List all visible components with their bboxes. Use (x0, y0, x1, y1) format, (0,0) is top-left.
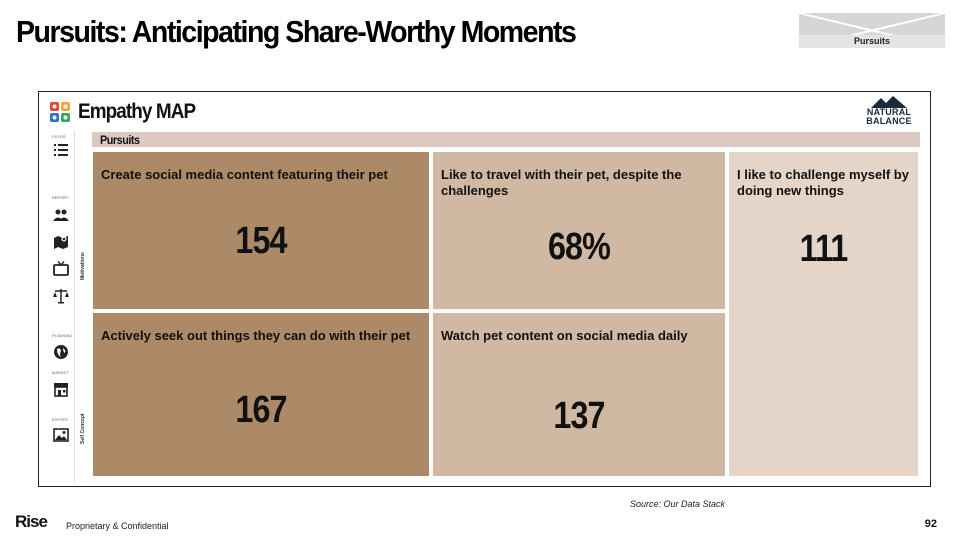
brand-line-1: NATURAL (866, 107, 912, 117)
vertical-label-motivations: Motivations (80, 252, 86, 280)
people-icon[interactable] (53, 207, 69, 223)
natural-balance-logo: NATURAL BALANCE (863, 96, 915, 130)
empathy-map-window: Empathy MAP NATURAL BALANCE FILTER REPOR… (38, 91, 931, 487)
tv-icon[interactable] (53, 261, 69, 277)
store-icon[interactable] (53, 381, 69, 397)
list-icon[interactable] (53, 142, 69, 158)
tile-watch-pet-content[interactable]: Watch pet content on social media daily … (433, 313, 725, 476)
tile-text: Watch pet content on social media daily (441, 328, 688, 343)
tile-value: 111 (799, 228, 849, 270)
pursuits-badge: Pursuits (799, 13, 945, 48)
tile-travel-with-pet[interactable]: Like to travel with their pet, despite t… (433, 152, 725, 309)
badge-label: Pursuits (799, 35, 945, 48)
tile-value: 68% (547, 226, 611, 268)
sidebar-label-export: EXPORT (52, 417, 69, 422)
tile-value: 137 (553, 395, 605, 437)
globe-icon[interactable] (53, 344, 69, 360)
sidebar-label-planning: PLANNING (52, 333, 73, 338)
image-icon[interactable] (53, 427, 69, 443)
tile-value: 167 (235, 389, 287, 431)
sidebar-label-filter: FILTER (52, 134, 66, 139)
brand-line-2: BALANCE (866, 116, 912, 126)
section-header-label: Pursuits (100, 133, 140, 147)
sidebar-label-report: REPORT (52, 195, 69, 200)
map-icon[interactable] (53, 234, 69, 250)
mountain-icon (871, 96, 907, 108)
tile-text: Create social media content featuring th… (101, 167, 388, 182)
tile-text: Actively seek out things they can do wit… (101, 328, 411, 343)
footer-confidential: Proprietary & Confidential (66, 521, 169, 531)
vertical-label-self-concept: Self Concept (80, 413, 86, 444)
tile-create-social-content[interactable]: Create social media content featuring th… (93, 152, 429, 309)
footer-brand: Rise (15, 512, 48, 531)
source-note: Source: Our Data Stack (630, 499, 726, 509)
app-title: Empathy MAP (78, 100, 196, 123)
sidebar-label-market: MARKET (52, 370, 69, 375)
page-number: 92 (924, 518, 937, 530)
slide-title: Pursuits: Anticipating Share-Worthy Mome… (16, 14, 577, 49)
tile-seek-activities[interactable]: Actively seek out things they can do wit… (93, 313, 429, 476)
app-logo-icon (50, 102, 70, 122)
section-header: Pursuits (92, 132, 920, 147)
tile-value: 154 (235, 220, 287, 262)
tile-text: I like to challenge myself by doing new … (737, 167, 909, 198)
tile-challenge-myself[interactable]: I like to challenge myself by doing new … (729, 152, 918, 476)
scale-icon[interactable] (53, 288, 69, 304)
sidebar: FILTER REPORT PLANNING MARKET EXPORT (47, 130, 75, 482)
tile-text: Like to travel with their pet, despite t… (441, 167, 682, 198)
